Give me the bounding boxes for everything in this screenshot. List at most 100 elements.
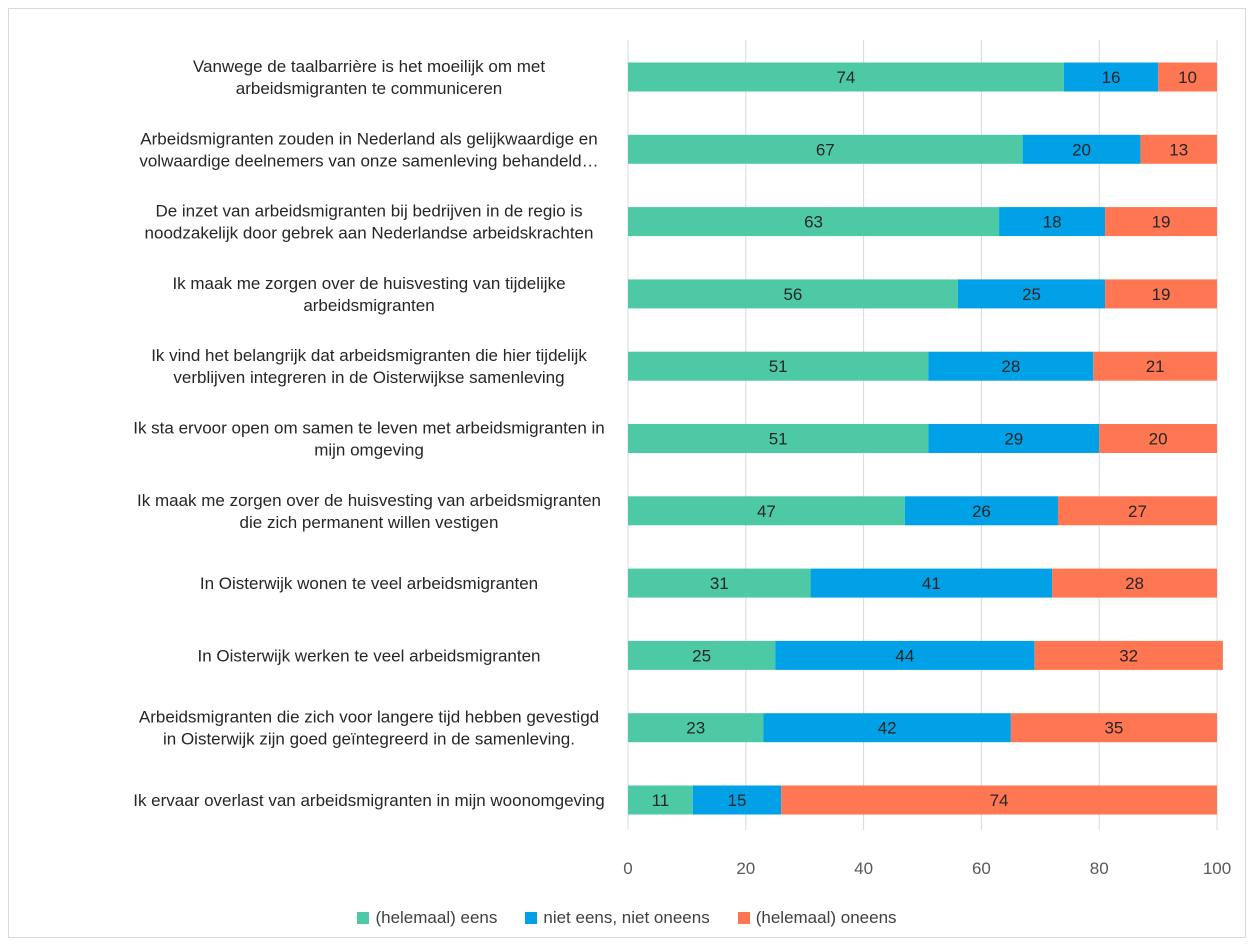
- data-label: 10: [1178, 68, 1197, 87]
- legend-item-neutraal: niet eens, niet oneens: [525, 908, 710, 928]
- x-tick-label: 60: [972, 859, 991, 878]
- bar-segment: [928, 351, 1094, 381]
- bar-segment: [781, 785, 1217, 815]
- bar-segment: [1105, 279, 1217, 309]
- bar-segment: [628, 713, 764, 743]
- category-label: Vanwege de taalbarrière is het moeilijk …: [193, 57, 545, 76]
- category-label: arbeidsmigranten: [303, 296, 434, 315]
- data-label: 47: [757, 502, 776, 521]
- bar-segment: [628, 134, 1023, 164]
- bar-segment: [1140, 134, 1217, 164]
- bar-segment: [1105, 207, 1217, 237]
- data-label: 15: [728, 791, 747, 810]
- bar-segment: [810, 568, 1053, 598]
- bar-segment: [1052, 568, 1217, 598]
- data-label: 31: [710, 574, 729, 593]
- bar-segment: [928, 424, 1100, 453]
- x-tick-label: 0: [623, 859, 632, 878]
- data-label: 74: [990, 791, 1009, 810]
- data-label: 26: [972, 502, 991, 521]
- bar-segment: [628, 279, 958, 309]
- data-label: 19: [1152, 213, 1171, 232]
- data-label: 28: [1001, 357, 1020, 376]
- legend-label-neutraal: niet eens, niet oneens: [543, 908, 710, 927]
- data-label: 25: [692, 646, 711, 665]
- bar-segment: [628, 640, 776, 670]
- bar-segment: [692, 785, 782, 815]
- category-label: mijn omgeving: [314, 441, 424, 460]
- category-label: volwaardige deelnemers van onze samenlev…: [139, 151, 598, 170]
- category-label: arbeidsmigranten te communiceren: [236, 79, 502, 98]
- data-label: 51: [769, 357, 788, 376]
- bar-segment: [1093, 351, 1217, 381]
- legend-label-eens: (helemaal) eens: [375, 908, 498, 927]
- category-label: De inzet van arbeidsmigranten bij bedrij…: [155, 202, 582, 221]
- bar-segment: [1099, 424, 1217, 453]
- data-label: 11: [652, 791, 670, 810]
- data-label: 27: [1128, 502, 1147, 521]
- data-label: 20: [1149, 430, 1168, 449]
- data-label: 41: [922, 574, 941, 593]
- bar-segment: [628, 785, 693, 815]
- bar-segment: [999, 207, 1106, 237]
- legend-label-oneens: (helemaal) oneens: [755, 908, 897, 927]
- bar-segment: [628, 424, 929, 453]
- legend-item-oneens: (helemaal) oneens: [737, 908, 897, 928]
- category-label: die zich permanent willen vestigen: [240, 513, 499, 532]
- category-label: Ik ervaar overlast van arbeidsmigranten …: [133, 791, 605, 810]
- bar-segment: [1010, 713, 1217, 743]
- category-label: verblijven integreren in de Oisterwijkse…: [173, 368, 564, 387]
- data-label: 28: [1125, 574, 1144, 593]
- category-label: Arbeidsmigranten zouden in Nederland als…: [140, 129, 597, 148]
- legend: (helemaal) eens niet eens, niet oneens (…: [0, 904, 1254, 932]
- x-tick-label: 100: [1203, 859, 1231, 878]
- bar-segment: [628, 568, 811, 598]
- category-label: in Oisterwijk zijn goed geïntegreerd in …: [163, 730, 575, 749]
- legend-item-eens: (helemaal) eens: [357, 908, 497, 928]
- bar-segment: [763, 713, 1011, 743]
- bar-segment: [628, 207, 1000, 237]
- data-label: 13: [1169, 140, 1188, 159]
- legend-swatch-oneens: [737, 912, 750, 924]
- bar-segment: [1034, 640, 1223, 670]
- bar-segment: [628, 496, 905, 526]
- data-label: 42: [878, 719, 897, 738]
- data-label: 23: [686, 719, 705, 738]
- data-label: 16: [1102, 68, 1121, 87]
- category-label: In Oisterwijk werken te veel arbeidsmigr…: [198, 646, 541, 665]
- data-label: 18: [1043, 213, 1062, 232]
- category-label: Ik sta ervoor open om samen te leven met…: [133, 419, 605, 438]
- data-label: 25: [1022, 285, 1041, 304]
- data-label: 21: [1146, 357, 1165, 376]
- category-label: Ik maak me zorgen over de huisvesting va…: [137, 491, 601, 510]
- data-label: 74: [836, 68, 855, 87]
- x-tick-label: 20: [736, 859, 755, 878]
- data-label: 56: [783, 285, 802, 304]
- bar-segment: [1063, 62, 1159, 92]
- data-label: 35: [1104, 719, 1123, 738]
- data-label: 67: [816, 140, 835, 159]
- x-tick-label: 40: [854, 859, 873, 878]
- bar-segment: [1022, 134, 1141, 164]
- category-label: Ik maak me zorgen over de huisvesting va…: [172, 274, 565, 293]
- category-label: Ik vind het belangrijk dat arbeidsmigran…: [151, 346, 587, 365]
- bar-segment: [904, 496, 1058, 526]
- data-label: 44: [895, 646, 914, 665]
- bar-segment: [628, 62, 1064, 92]
- category-label: Arbeidsmigranten die zich voor langere t…: [139, 708, 599, 727]
- data-label: 32: [1119, 646, 1138, 665]
- x-tick-label: 80: [1090, 859, 1109, 878]
- bar-segment: [1057, 496, 1217, 526]
- bar-segment: [1158, 62, 1217, 92]
- bar-segment: [775, 640, 1035, 670]
- legend-swatch-neutraal: [525, 912, 538, 924]
- category-label: noodzakelijk door gebrek aan Nederlandse…: [145, 224, 594, 243]
- bar-segment: [628, 351, 929, 381]
- data-label: 19: [1152, 285, 1171, 304]
- category-label: In Oisterwijk wonen te veel arbeidsmigra…: [200, 574, 538, 593]
- data-label: 20: [1072, 140, 1091, 159]
- bar-segment: [957, 279, 1106, 309]
- legend-swatch-eens: [357, 912, 370, 924]
- data-label: 29: [1004, 430, 1023, 449]
